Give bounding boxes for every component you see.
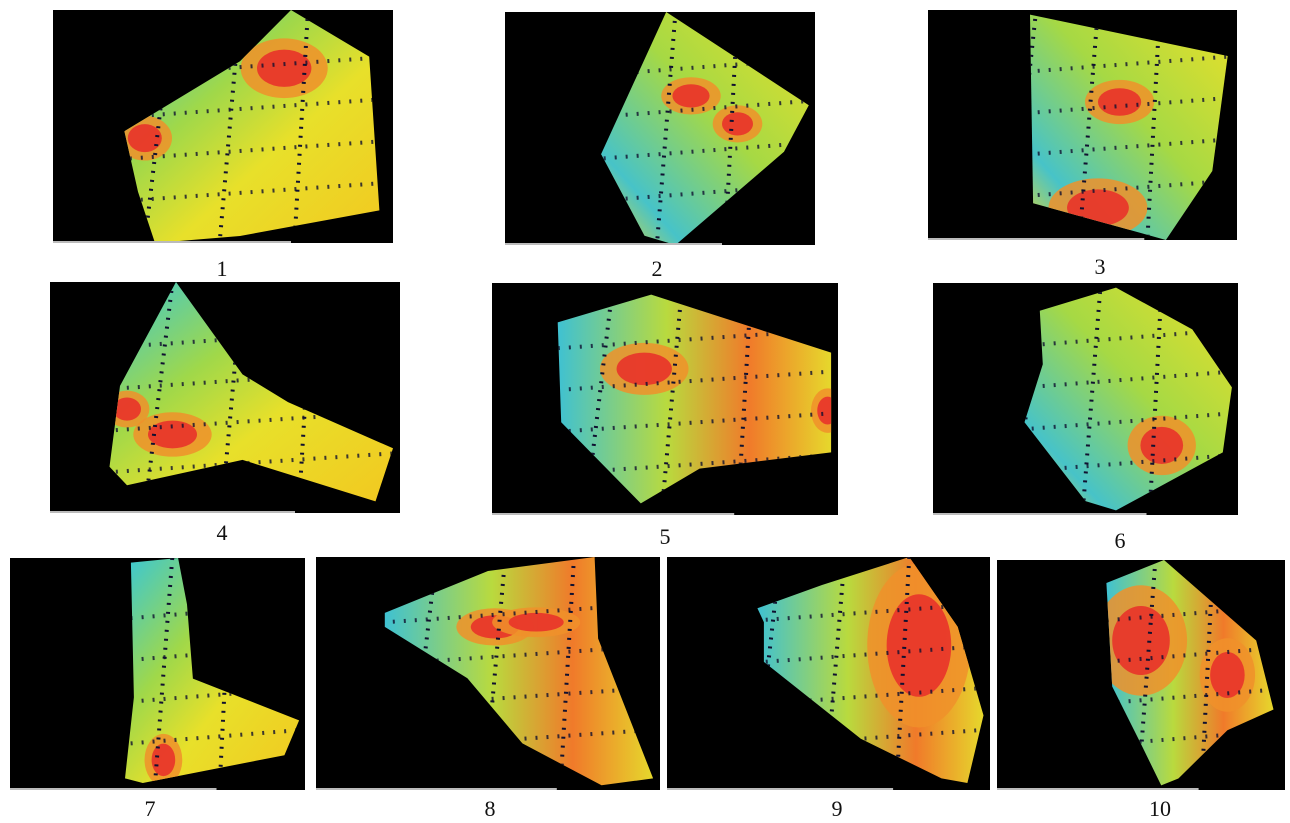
panel: 5 <box>492 283 838 549</box>
track <box>1106 728 1274 756</box>
field-map <box>384 557 654 786</box>
track <box>1024 369 1232 397</box>
track <box>601 98 809 126</box>
hot-zone <box>113 397 141 421</box>
field-map <box>601 12 809 245</box>
track <box>601 182 809 210</box>
track <box>1106 604 1274 631</box>
field-detail <box>557 294 832 504</box>
hot-zone <box>151 743 176 777</box>
panel-label: 1 <box>217 256 228 281</box>
track <box>384 685 654 713</box>
panel-label: 10 <box>1149 796 1171 818</box>
panel-label: 3 <box>1095 254 1106 279</box>
panel: 8 <box>316 557 660 821</box>
track <box>1030 136 1228 164</box>
field-detail <box>124 10 380 243</box>
track <box>1030 178 1228 206</box>
panel: 10 <box>997 560 1285 821</box>
track <box>1030 95 1228 123</box>
panel: 1 <box>53 10 393 281</box>
panel: 7 <box>10 558 305 821</box>
hot-zone <box>817 396 832 425</box>
field-detail <box>1024 287 1232 511</box>
panel-label: 5 <box>660 524 671 549</box>
track <box>601 56 809 84</box>
track <box>1024 452 1232 480</box>
track <box>601 140 809 168</box>
panel: 2 <box>505 12 815 281</box>
hot-zone <box>886 594 952 697</box>
panel-label: 8 <box>485 796 496 818</box>
track <box>1030 54 1228 81</box>
panel: 4 <box>50 282 400 545</box>
track <box>1024 327 1232 355</box>
field-detail <box>1030 14 1228 240</box>
field-map <box>125 558 300 783</box>
track <box>142 10 174 243</box>
panel-label: 7 <box>145 796 156 818</box>
hot-zone <box>672 84 710 108</box>
panel: 3 <box>928 10 1237 279</box>
hot-zone <box>257 49 312 87</box>
panel: 9 <box>667 557 990 821</box>
hot-zone <box>127 124 162 153</box>
hot-zone <box>1210 652 1245 698</box>
panel-label: 4 <box>217 520 228 545</box>
field-detail <box>1106 560 1274 786</box>
hot-zone <box>722 112 753 136</box>
panel-label: 6 <box>1115 528 1126 553</box>
field-detail <box>125 558 300 783</box>
panel-label: 9 <box>832 796 843 818</box>
track <box>384 727 654 755</box>
hot-zone <box>1112 606 1170 675</box>
hot-zone <box>1097 88 1142 116</box>
hot-zone <box>1140 426 1184 464</box>
track <box>1106 686 1274 714</box>
track <box>1106 645 1274 673</box>
field-detail <box>601 12 809 245</box>
track <box>1024 410 1232 439</box>
hot-zone <box>508 612 564 632</box>
panel: 6 <box>933 283 1238 553</box>
hot-zone <box>616 352 672 386</box>
panel-label: 2 <box>652 256 663 281</box>
